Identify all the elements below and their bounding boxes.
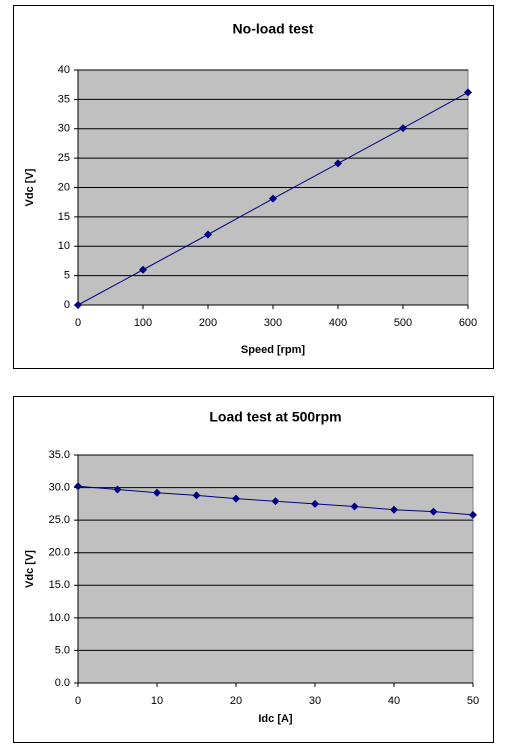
y-tick-label: 10 [58,240,70,252]
data-point [204,230,212,239]
plot-area [77,454,474,684]
x-tick-label: 600 [459,317,477,329]
y-tick-label: 35 [58,93,70,105]
y-tick-label: 25.0 [49,514,70,526]
x-tick-label: 30 [309,695,321,707]
data-point [139,265,147,274]
data-point [269,194,277,203]
x-tick-label: 100 [134,317,152,329]
x-axis-title: Idc [A] [258,713,293,725]
x-tick-label: 500 [394,317,412,329]
y-axis-title: Vdc [V] [24,168,36,206]
data-point [464,88,472,97]
x-tick-label: 0 [75,695,81,707]
y-axis-title: Vdc [V] [24,550,36,588]
y-tick-label: 5 [64,270,70,282]
y-tick-label: 10.0 [49,612,70,624]
x-tick-label: 300 [264,317,282,329]
data-point [399,124,407,133]
data-point [113,485,122,494]
data-point [271,497,280,506]
x-tick-label: 200 [199,317,217,329]
y-tick-label: 15.0 [49,579,70,591]
data-point [74,301,82,309]
x-tick-label: 20 [230,695,242,707]
y-tick-label: 20.0 [49,547,70,559]
data-point [74,482,82,491]
y-tick-label: 0 [64,299,70,311]
data-point [429,507,438,516]
y-tick-label: 30.0 [49,481,70,493]
data-point [232,494,240,503]
x-axis-title: Speed [rpm] [241,344,306,356]
x-tick-label: 40 [388,695,400,707]
x-tick-label: 50 [467,695,479,707]
data-point [469,510,477,519]
data-point [192,491,201,500]
y-tick-label: 30 [58,123,70,135]
data-point [350,502,359,511]
chart-title: No-load test [233,21,314,37]
x-tick-label: 400 [329,317,347,329]
data-point [311,499,319,508]
data-point [153,488,161,497]
y-tick-label: 40 [58,64,70,76]
y-tick-label: 20 [58,181,70,193]
data-point [334,159,342,168]
x-tick-label: 10 [151,695,163,707]
data-point [390,505,398,514]
y-tick-label: 35.0 [49,449,70,461]
y-tick-label: 0.0 [55,677,70,689]
y-tick-label: 5.0 [55,644,70,656]
y-tick-label: 25 [58,152,70,164]
y-tick-label: 15 [58,211,70,223]
chart-title: Load test at 500rpm [209,409,341,425]
x-tick-label: 0 [75,317,81,329]
